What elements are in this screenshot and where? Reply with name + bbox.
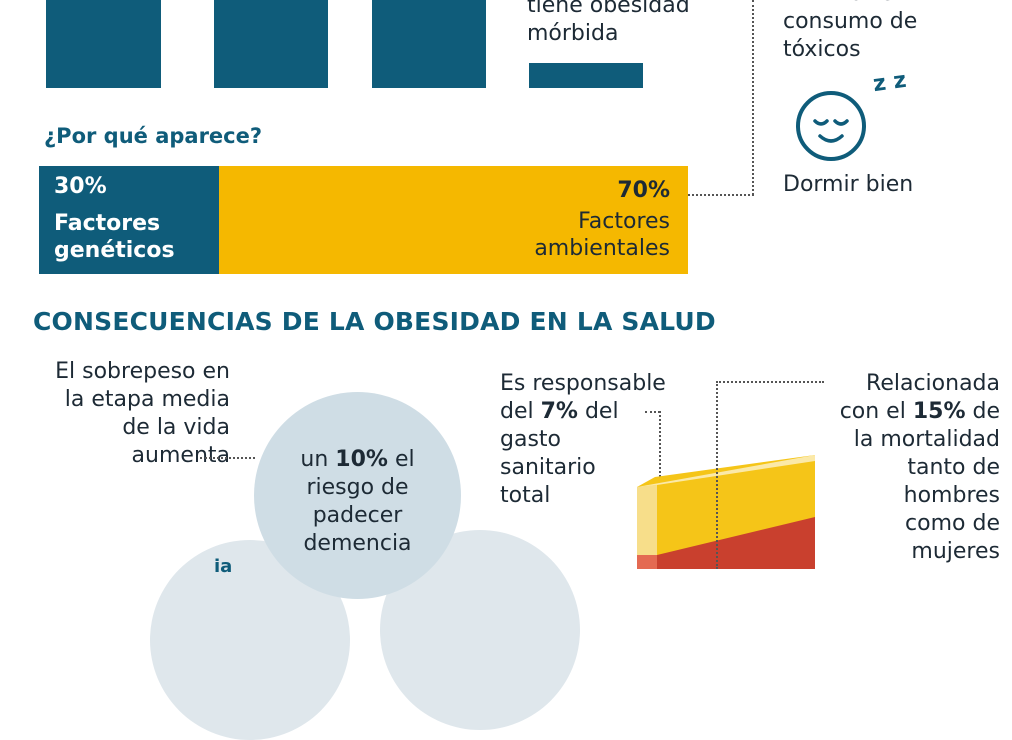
mortality-text: Relacionada con el 15% de la mortalidad … xyxy=(839,371,1000,564)
sleep-zz: z z xyxy=(871,67,908,98)
causes-title: ¿Por qué aparece? xyxy=(44,124,263,148)
spending-connector-h xyxy=(645,411,660,413)
health-spending-text: Es responsable del 7% del gasto sanitari… xyxy=(500,371,666,508)
morbid-obesity-label: tiene obesidad mórbida xyxy=(527,0,690,46)
causes-bar: 30% Factores genéticos 70% Factores ambi… xyxy=(39,166,688,274)
genetic-label: Factores genéticos xyxy=(54,211,175,263)
overweight-connector xyxy=(200,457,255,459)
dementia-circle xyxy=(254,392,461,599)
environmental-percent: 70% xyxy=(617,178,670,203)
sleeping-face-icon xyxy=(796,91,866,161)
spending-connector-v xyxy=(659,411,661,489)
sleep-label: Dormir bien xyxy=(783,172,914,197)
connector-horizontal xyxy=(688,194,754,196)
overweight-label: El sobrepeso en la etapa media de la vid… xyxy=(55,359,230,468)
top-bar-1 xyxy=(46,0,161,88)
toxic-habit-label: Eliminar el consumo de tóxicos xyxy=(783,0,918,62)
environmental-label: Factores ambientales xyxy=(534,209,670,261)
consequences-title: CONSECUENCIAS DE LA OBESIDAD EN LA SALUD xyxy=(33,307,716,336)
top-bar-4 xyxy=(529,63,643,88)
genetic-segment: 30% Factores genéticos xyxy=(39,166,219,274)
top-bar-2 xyxy=(214,0,328,88)
dementia-risk-text: un 10% el riesgo de padecer demencia xyxy=(300,447,415,556)
spending-block-graphic xyxy=(637,455,815,569)
environmental-segment: 70% Factores ambientales xyxy=(219,166,688,274)
genetic-percent: 30% xyxy=(54,174,107,199)
mortality-connector-v xyxy=(716,381,718,569)
mortality-connector-h xyxy=(716,381,824,383)
top-bar-3 xyxy=(372,0,486,88)
circle-left-fragment: ia xyxy=(214,556,233,577)
connector-vertical xyxy=(752,0,754,195)
